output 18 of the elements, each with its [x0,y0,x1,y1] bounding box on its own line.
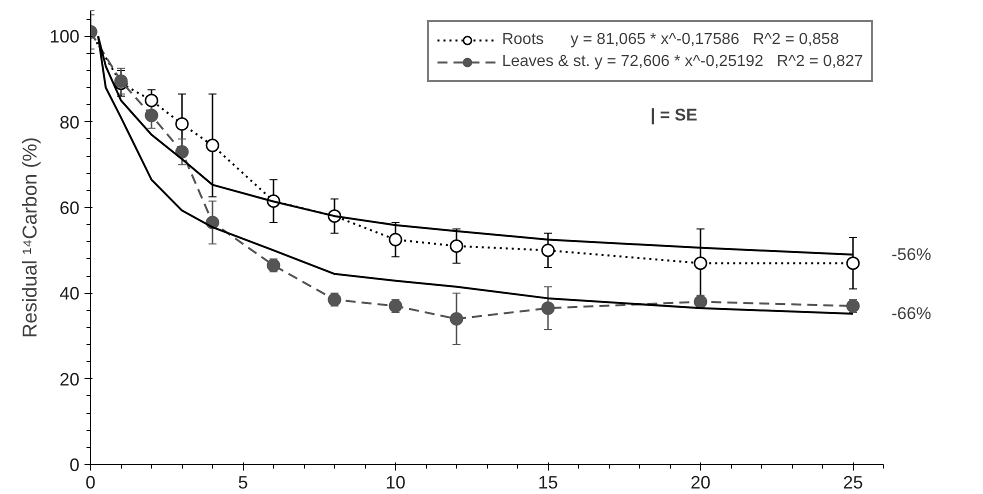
text: -66% [892,304,932,324]
text: -56% [892,245,932,264]
y-tick-label: 40 [59,284,80,304]
y-tick-label: 0 [69,455,80,475]
x-tick-label: 20 [690,472,711,492]
y-tick-label: 60 [59,198,80,218]
y-tick-label: 100 [49,26,80,47]
legend-label: Roots y = 81,065 * x^-0,17586 R^2 = 0,858 [502,31,839,49]
x-tick-label: 15 [538,472,558,492]
y-tick-label: 80 [59,112,80,132]
x-tick-label: 5 [238,472,248,492]
y-axis-title: Residual ¹⁴Carbon (%) [19,137,42,338]
legend-label: Leaves & st. y = 72,606 * x^-0,25192 R^2 = 0,827 [502,53,863,71]
y-tick-label: 20 [59,369,80,390]
x-tick-label: 10 [385,472,406,492]
annotation: | = SE [650,106,698,124]
x-tick-label: 0 [85,472,96,492]
x-tick-label: 25 [842,472,864,492]
